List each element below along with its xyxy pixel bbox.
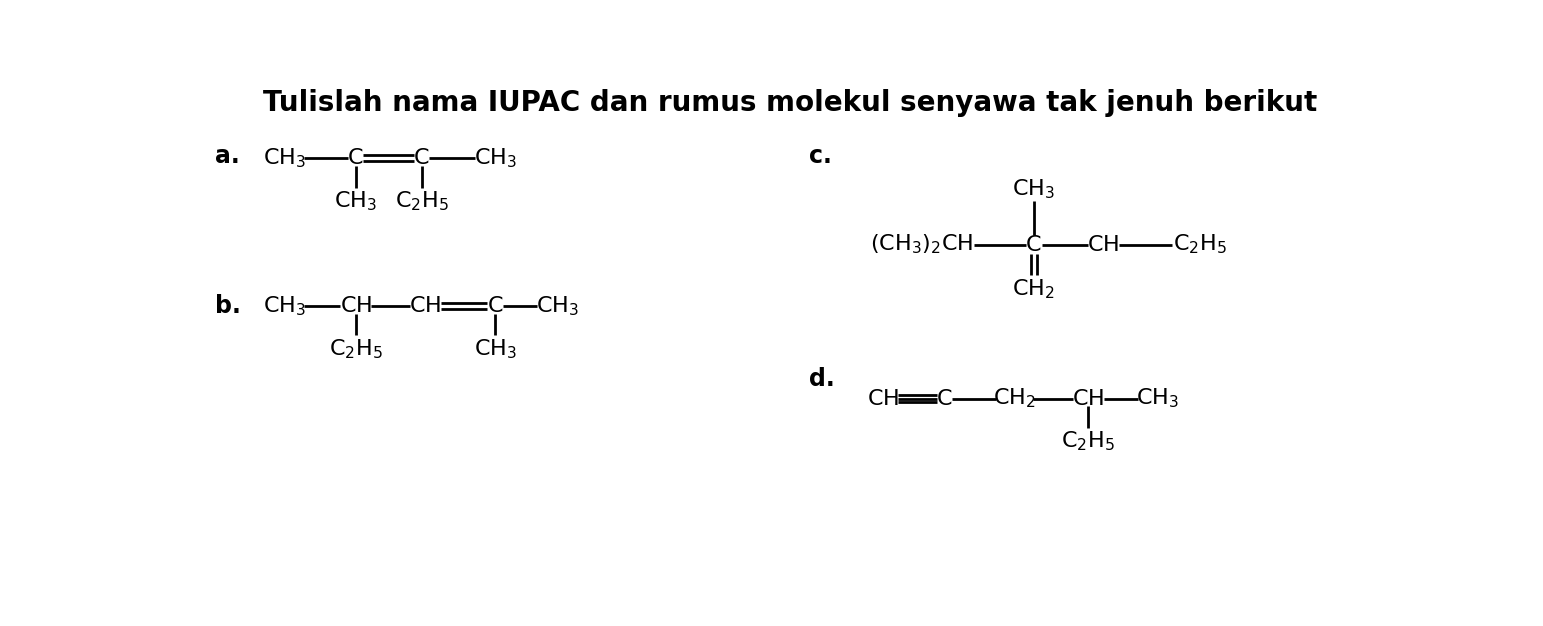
Text: $\mathregular{CH_3}$: $\mathregular{CH_3}$ (474, 337, 517, 361)
Text: $\mathregular{C_2H_5}$: $\mathregular{C_2H_5}$ (329, 337, 383, 361)
Text: $\mathregular{CH_3}$: $\mathregular{CH_3}$ (262, 294, 306, 318)
Text: $\mathregular{CH}$: $\mathregular{CH}$ (409, 296, 441, 316)
Text: $\mathregular{CH}$: $\mathregular{CH}$ (1072, 389, 1105, 409)
Text: $\mathregular{(CH_3)_2CH}$: $\mathregular{(CH_3)_2CH}$ (870, 233, 974, 256)
Text: b.: b. (214, 294, 241, 318)
Text: d.: d. (809, 367, 835, 391)
Text: $\mathregular{CH_3}$: $\mathregular{CH_3}$ (474, 146, 517, 170)
Text: C: C (1026, 235, 1042, 255)
Text: $\mathregular{CH}$: $\mathregular{CH}$ (1088, 235, 1120, 255)
Text: c.: c. (809, 144, 832, 168)
Text: Tulislah nama IUPAC dan rumus molekul senyawa tak jenuh berikut: Tulislah nama IUPAC dan rumus molekul se… (264, 89, 1318, 117)
Text: C: C (488, 296, 503, 316)
Text: $\mathregular{CH_2}$: $\mathregular{CH_2}$ (994, 387, 1035, 410)
Text: $\mathregular{C_2H_5}$: $\mathregular{C_2H_5}$ (395, 190, 449, 213)
Text: C: C (347, 148, 363, 168)
Text: $\mathregular{CH_3}$: $\mathregular{CH_3}$ (535, 294, 579, 318)
Text: $\mathregular{C_2H_5}$: $\mathregular{C_2H_5}$ (1174, 233, 1227, 256)
Text: $\mathregular{CH}$: $\mathregular{CH}$ (867, 389, 898, 409)
Text: $\mathregular{CH_3}$: $\mathregular{CH_3}$ (262, 146, 306, 170)
Text: $\mathregular{CH_3}$: $\mathregular{CH_3}$ (1136, 387, 1179, 410)
Text: $\mathregular{C_2H_5}$: $\mathregular{C_2H_5}$ (1062, 430, 1116, 453)
Text: $\mathregular{CH_2}$: $\mathregular{CH_2}$ (1012, 277, 1055, 301)
Text: $\mathregular{CH}$: $\mathregular{CH}$ (339, 296, 372, 316)
Text: $\mathregular{CH_3}$: $\mathregular{CH_3}$ (335, 190, 376, 213)
Text: a.: a. (214, 144, 239, 168)
Text: C: C (937, 389, 952, 409)
Text: $\mathregular{CH_3}$: $\mathregular{CH_3}$ (1012, 177, 1055, 201)
Text: C: C (414, 148, 429, 168)
